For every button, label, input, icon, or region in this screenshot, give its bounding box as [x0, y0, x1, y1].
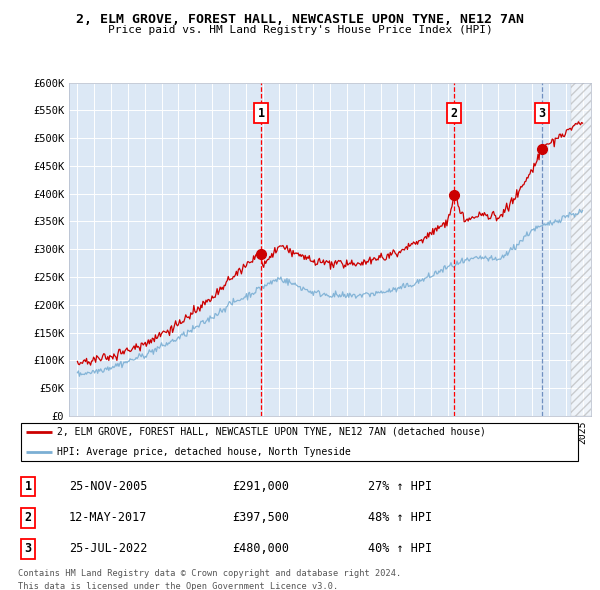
- Text: 2: 2: [25, 511, 32, 525]
- Text: £291,000: £291,000: [232, 480, 289, 493]
- Text: 2, ELM GROVE, FOREST HALL, NEWCASTLE UPON TYNE, NE12 7AN: 2, ELM GROVE, FOREST HALL, NEWCASTLE UPO…: [76, 13, 524, 26]
- Bar: [571, 27, 600, 416]
- Text: 27% ↑ HPI: 27% ↑ HPI: [368, 480, 432, 493]
- Text: 48% ↑ HPI: 48% ↑ HPI: [368, 511, 432, 525]
- Text: 2, ELM GROVE, FOREST HALL, NEWCASTLE UPON TYNE, NE12 7AN (detached house): 2, ELM GROVE, FOREST HALL, NEWCASTLE UPO…: [58, 427, 487, 437]
- Text: 40% ↑ HPI: 40% ↑ HPI: [368, 542, 432, 555]
- FancyBboxPatch shape: [21, 423, 578, 461]
- Text: Contains HM Land Registry data © Crown copyright and database right 2024.: Contains HM Land Registry data © Crown c…: [18, 569, 401, 578]
- Text: Price paid vs. HM Land Registry's House Price Index (HPI): Price paid vs. HM Land Registry's House …: [107, 25, 493, 35]
- Text: 1: 1: [25, 480, 32, 493]
- Text: £480,000: £480,000: [232, 542, 289, 555]
- Text: 1: 1: [257, 107, 265, 120]
- Text: 2: 2: [451, 107, 458, 120]
- Text: 12-MAY-2017: 12-MAY-2017: [69, 511, 147, 525]
- Text: 3: 3: [25, 542, 32, 555]
- Text: £397,500: £397,500: [232, 511, 289, 525]
- Text: 25-JUL-2022: 25-JUL-2022: [69, 542, 147, 555]
- Text: 3: 3: [538, 107, 545, 120]
- Text: This data is licensed under the Open Government Licence v3.0.: This data is licensed under the Open Gov…: [18, 582, 338, 590]
- Text: HPI: Average price, detached house, North Tyneside: HPI: Average price, detached house, Nort…: [58, 447, 351, 457]
- Text: 25-NOV-2005: 25-NOV-2005: [69, 480, 147, 493]
